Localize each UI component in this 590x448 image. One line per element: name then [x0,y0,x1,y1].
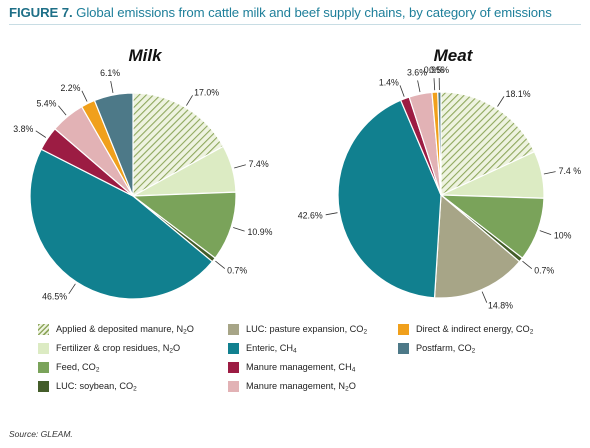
legend-swatch [228,343,239,355]
legend-label: Fertilizer & crop residues, N2O [56,343,181,355]
leader-line [233,227,245,232]
data-label-fertilizer: 7.4 % [559,166,582,176]
legend: Applied & deposited manure, N2O Fertilize… [28,324,588,404]
pie-milk: Milk 17.0% 7.4% 10.9% 0.7% 46.5% 3.8% 5.4% 2.2% 6… [13,46,272,301]
legend-label: LUC: pasture expansion, CO2 [246,324,368,336]
leader-line [433,78,436,91]
figure-title: FIGURE 7. Global emissions from cattle m… [9,5,552,20]
legend-label: Direct & indirect energy, CO2 [416,324,534,336]
figure-title-text: Global emissions from cattle milk and be… [76,5,552,20]
slice-enteric [337,99,442,299]
legend-item-enteric: Enteric, CH4 [228,343,297,355]
legend-label: Manure management, N2O [246,381,356,393]
leader-line [543,171,556,175]
slice-postfarm [93,92,134,197]
legend-swatch [38,324,49,336]
leader-line [35,130,47,138]
data-label-manure-n2o: 3.6% [407,67,427,77]
leader-line [399,85,405,97]
legend-swatch [228,381,239,393]
pie-title: Milk [128,46,163,65]
legend-swatch [38,362,49,374]
legend-item-luc-soybean: LUC: soybean, CO2 [38,381,137,393]
data-label-manure-ch4: 1.4% [379,78,399,88]
legend-item-feed: Feed, CO2 [38,362,99,374]
pie-meat: Meat 18.1% 7.4 % 10% 0.7% 14.8% 42.6% 1.4% 3.6%0… [298,46,582,310]
legend-swatch [398,324,409,336]
leader-line [186,95,193,106]
leader-line [215,260,226,269]
leader-line [234,164,246,169]
slice-applied [132,92,225,198]
source-note: Source: GLEAM. [9,429,73,439]
legend-item-manure-ch4: Manure management, CH4 [228,362,355,374]
leader-line [522,260,533,270]
data-label-applied: 18.1% [506,89,531,99]
slice-feed [131,191,237,259]
figure-label: FIGURE 7. [9,5,73,20]
slice-postfarm [437,91,442,196]
legend-item-energy: Direct & indirect energy, CO2 [398,324,533,336]
slice-enteric [29,148,214,300]
legend-label: Feed, CO2 [56,362,100,374]
data-label-feed: 10% [554,231,572,241]
leader-line [68,283,76,295]
legend-swatch [228,362,239,374]
legend-item-manure-n2o: Manure management, N2O [228,381,356,393]
leader-line [539,230,552,235]
data-label-manure-ch4: 3.8% [13,124,33,134]
leader-line [81,90,88,102]
legend-label: Enteric, CH4 [246,343,297,355]
data-label-fertilizer: 7.4% [249,159,269,169]
leader-line [110,81,114,93]
legend-label: Manure management, CH4 [246,362,356,374]
leader-line [325,212,338,216]
slice-luc-pasture [433,193,521,299]
legend-swatch [398,343,409,355]
data-label-enteric: 46.5% [42,291,67,301]
leader-line [481,291,488,303]
slice-applied [440,91,536,196]
leader-line [58,105,67,116]
data-label-applied: 17.0% [194,88,219,98]
data-label-luc-soybean: 0.7% [227,265,247,275]
legend-swatch [38,343,49,355]
legend-item-postfarm: Postfarm, CO2 [398,343,475,355]
leader-line [417,80,421,93]
legend-swatch [38,381,49,393]
data-label-postfarm: 6.1% [100,68,120,78]
leader-line [497,96,505,107]
legend-item-luc-pasture: LUC: pasture expansion, CO2 [228,324,367,336]
legend-item-fertilizer: Fertilizer & crop residues, N2O [38,343,180,355]
data-label-energy: 2.2% [60,83,80,93]
data-label-luc-soybean: 0.7% [534,266,554,276]
legend-item-applied: Applied & deposited manure, N2O [38,324,194,336]
pie-title: Meat [434,46,474,65]
data-label-energy: 0.9% [424,65,444,75]
pie-charts: Milk 17.0% 7.4% 10.9% 0.7% 46.5% 3.8% 5.4% 2.2% 6… [13,46,582,310]
data-label-enteric: 42.6% [298,210,323,220]
data-label-feed: 10.9% [248,227,273,237]
title-divider [9,24,581,25]
legend-label: LUC: soybean, CO2 [56,381,137,393]
data-label-luc-pasture: 14.8% [488,300,513,310]
legend-label: Postfarm, CO2 [416,343,476,355]
data-label-postfarm: 0.5% [429,65,449,75]
legend-swatch [228,324,239,336]
legend-label: Applied & deposited manure, N2O [56,324,194,336]
data-label-manure-n2o: 5.4% [36,99,56,109]
